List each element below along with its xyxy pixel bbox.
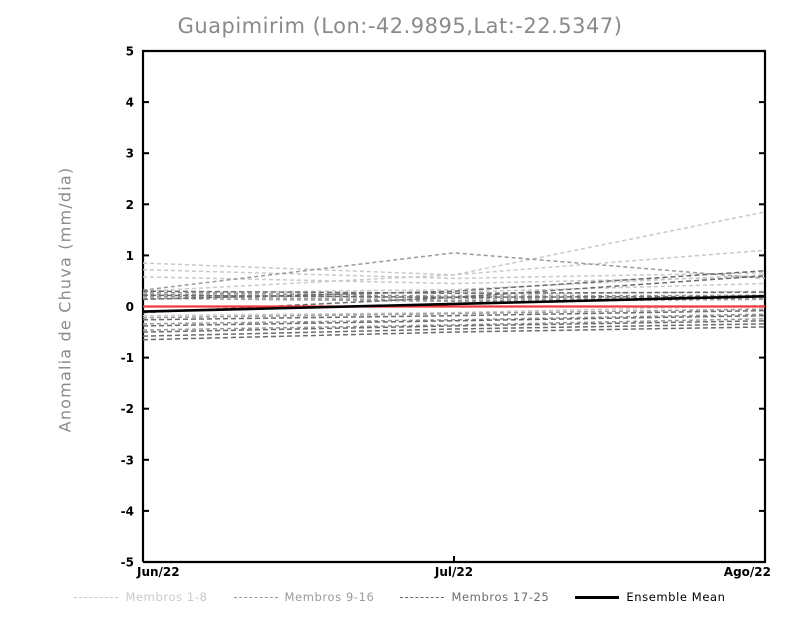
ensemble-member-line xyxy=(142,323,766,337)
legend-label: Ensemble Mean xyxy=(626,590,726,604)
legend-swatch-dashed xyxy=(233,596,278,598)
ensemble-member-line xyxy=(142,290,766,299)
ensemble-mean-line xyxy=(142,294,766,313)
ensemble-member-line xyxy=(142,282,766,297)
y-tick-label: 3 xyxy=(126,147,134,161)
ensemble-member-line xyxy=(142,274,766,294)
y-tick-label: -1 xyxy=(121,351,134,365)
legend-label: Membros 1-8 xyxy=(125,590,208,604)
legend-item: Membros 17-25 xyxy=(400,590,549,604)
x-tick-label: Jul/22 xyxy=(434,565,473,579)
ensemble-member-line xyxy=(142,268,766,280)
ensemble-member-line xyxy=(142,252,766,291)
y-tick-label: -4 xyxy=(121,504,134,518)
y-tick-label: 0 xyxy=(126,300,134,314)
y-tick-label: -5 xyxy=(121,556,134,570)
legend-item: Membros 9-16 xyxy=(233,590,375,604)
ensemble-member-line xyxy=(142,304,766,317)
legend-swatch-dashed xyxy=(74,596,119,598)
ensemble-member-line xyxy=(142,318,766,331)
ensemble-member-line xyxy=(142,211,766,292)
x-tick-label: Ago/22 xyxy=(724,565,771,579)
y-tick-label: -2 xyxy=(121,402,134,416)
legend-label: Membros 17-25 xyxy=(451,590,550,604)
ensemble-member-line xyxy=(142,313,766,325)
ensemble-member-line xyxy=(142,249,766,276)
legend-swatch-solid xyxy=(575,595,620,599)
legend-swatch-dashed xyxy=(400,596,445,598)
legend-item: Membros 1-8 xyxy=(74,590,207,604)
y-tick-label: 4 xyxy=(126,96,134,110)
y-tick-label: -3 xyxy=(121,453,134,467)
y-tick-label: 1 xyxy=(126,249,134,263)
chart-legend: Membros 1-8 Membros 9-16 Membros 17-25 Ense… xyxy=(0,585,800,609)
y-tick-label: 2 xyxy=(126,198,134,212)
y-tick-label: 5 xyxy=(126,45,134,59)
ensemble-member-line xyxy=(142,308,766,319)
chart-title: Guapimirim (Lon:-42.9895,Lat:-22.5347) xyxy=(177,14,623,38)
x-tick-label: Jun/22 xyxy=(136,565,180,579)
ensemble-member-line xyxy=(142,291,766,298)
legend-item: Ensemble Mean xyxy=(575,590,725,604)
legend-label: Membros 9-16 xyxy=(284,590,375,604)
